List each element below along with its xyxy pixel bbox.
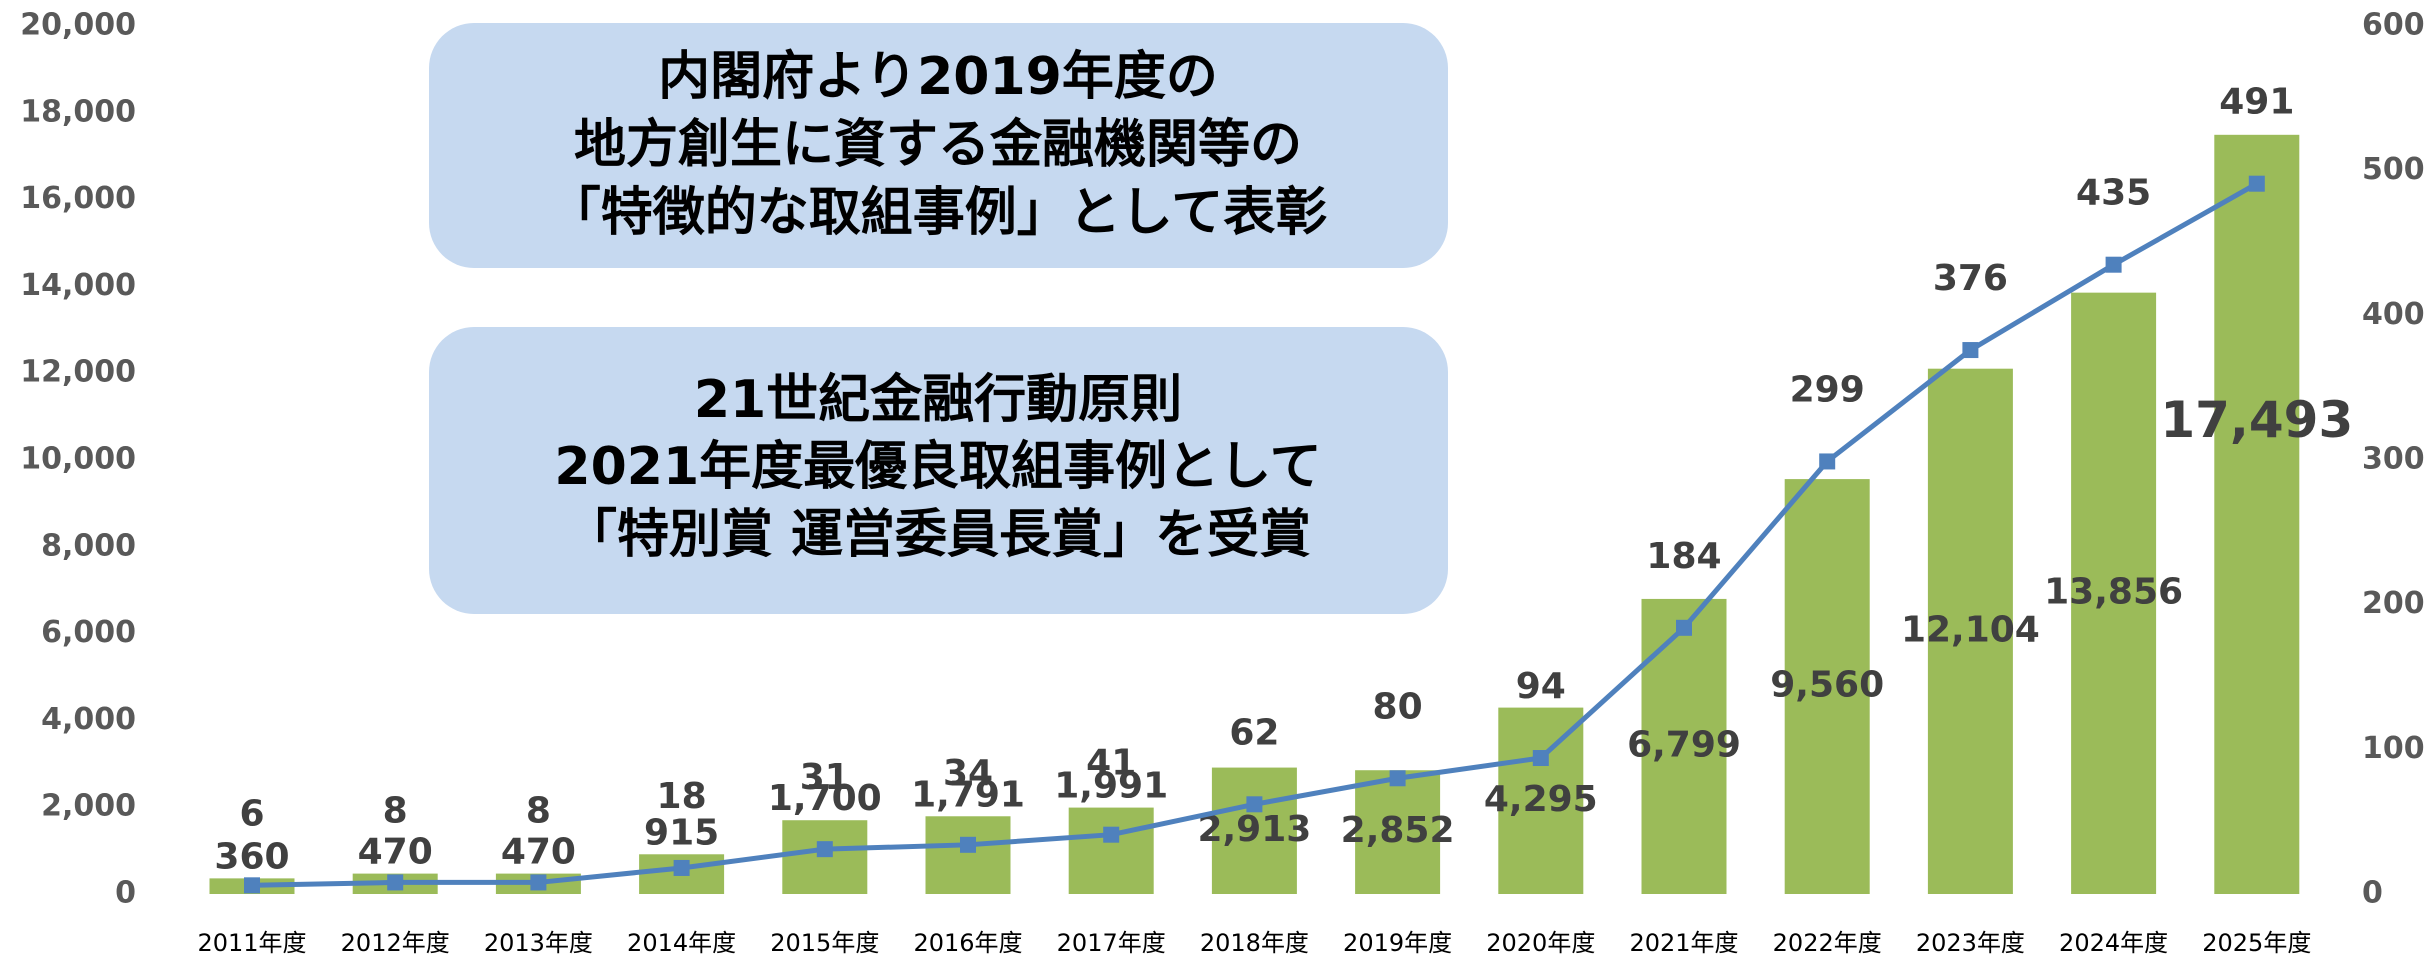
- callout-text: 2021年度最優良取組事例として: [554, 437, 1321, 497]
- line-marker: [1103, 826, 1120, 843]
- bar: [1641, 598, 1727, 894]
- callout-box: [429, 23, 1448, 268]
- x-tick-label: 2022年度: [1773, 929, 1882, 957]
- bar-value-label: 470: [501, 832, 576, 873]
- bar-value-label: 6,799: [1627, 724, 1741, 765]
- line-marker: [1389, 770, 1406, 787]
- y-tick-label: 18,000: [20, 94, 136, 129]
- y2-tick-label: 300: [2362, 442, 2425, 477]
- y-tick-label: 20,000: [20, 8, 136, 43]
- line-marker: [816, 841, 833, 858]
- bar-value-label: 2,852: [1341, 810, 1455, 851]
- line-marker: [2248, 175, 2265, 192]
- x-tick-label: 2011年度: [197, 929, 306, 957]
- line-value-label: 435: [2076, 173, 2151, 214]
- bar-value-label: 1,991: [1054, 766, 1168, 807]
- callout-text: 21世紀金融行動原則: [694, 370, 1182, 430]
- x-tick-label: 2025年度: [2202, 929, 2311, 957]
- x-tick-label: 2012年度: [341, 929, 450, 957]
- y-tick-label: 8,000: [41, 528, 136, 563]
- x-tick-label: 2023年度: [1916, 929, 2025, 957]
- bar-value-label: 360: [214, 836, 289, 877]
- y-tick-label: 12,000: [20, 355, 136, 390]
- line-value-label: 299: [1790, 369, 1865, 410]
- line-value-label: 6: [239, 793, 264, 834]
- line-value-label: 34: [943, 753, 993, 794]
- line-value-label: 8: [526, 790, 551, 831]
- line-marker: [1246, 796, 1263, 813]
- y-tick-label: 2,000: [41, 789, 136, 824]
- bar-value-label: 1,700: [768, 778, 882, 819]
- bar-value-label: 9,560: [1770, 665, 1884, 706]
- bar: [1927, 368, 2013, 894]
- x-tick-label: 2014年度: [627, 929, 736, 957]
- bar: [1498, 707, 1584, 894]
- line-marker: [530, 874, 547, 891]
- line-value-label: 31: [800, 757, 850, 798]
- y2-tick-label: 400: [2362, 297, 2425, 332]
- y2-tick-label: 500: [2362, 152, 2425, 187]
- y2-tick-label: 100: [2362, 731, 2425, 766]
- x-tick-label: 2019年度: [1343, 929, 1452, 957]
- bar-value-label: 12,104: [1901, 609, 2040, 650]
- bar: [1784, 479, 1870, 894]
- line-marker: [2105, 256, 2122, 273]
- bar: [1355, 770, 1441, 894]
- bar: [1211, 767, 1297, 894]
- y-tick-label: 14,000: [20, 268, 136, 303]
- bar-value-label: 470: [358, 832, 433, 873]
- line-marker: [1676, 619, 1692, 636]
- y2-tick-label: 0: [2362, 876, 2383, 911]
- callout-box: [429, 327, 1448, 614]
- line-value-label: 184: [1646, 536, 1721, 577]
- line-marker: [244, 877, 260, 894]
- line-marker: [1532, 750, 1549, 767]
- line-marker: [960, 836, 976, 853]
- x-tick-label: 2016年度: [913, 929, 1022, 957]
- line-value-label: 41: [1086, 743, 1136, 784]
- x-tick-label: 2021年度: [1629, 929, 1738, 957]
- bar-value-label: 2,913: [1197, 809, 1311, 850]
- callout-text: 内閣府より2019年度の: [658, 47, 1218, 107]
- x-tick-label: 2020年度: [1486, 929, 1595, 957]
- y-tick-label: 4,000: [41, 702, 136, 737]
- y2-tick-label: 600: [2362, 8, 2425, 43]
- line-value-label: 376: [1933, 258, 2008, 299]
- x-tick-label: 2017年度: [1057, 929, 1166, 957]
- callout-text: 地方創生に資する金融機関等の: [574, 115, 1302, 175]
- line-marker: [1819, 453, 1836, 470]
- line-value-label: 80: [1373, 686, 1423, 727]
- bar-value-label: 1,791: [911, 774, 1025, 815]
- line-marker: [387, 874, 404, 891]
- bar-value-label: 17,493: [2160, 391, 2353, 449]
- line-marker: [1962, 342, 1979, 359]
- bar: [2071, 292, 2157, 894]
- y2-tick-label: 200: [2362, 586, 2425, 621]
- line-value-label: 18: [657, 776, 707, 817]
- line-value-label: 62: [1229, 712, 1279, 753]
- y-tick-label: 0: [115, 876, 136, 911]
- y-tick-label: 10,000: [20, 442, 136, 477]
- callout-text: 「特徴的な取組事例」として表彰: [549, 183, 1327, 243]
- bar: [1068, 807, 1154, 894]
- line-marker: [673, 859, 690, 876]
- line-value-label: 94: [1516, 666, 1566, 707]
- callout-text: 「特別賞 運営委員長賞」を受賞: [565, 505, 1311, 565]
- x-tick-label: 2015年度: [770, 929, 879, 957]
- y-tick-label: 6,000: [41, 615, 136, 650]
- bar-value-label: 13,856: [2044, 571, 2183, 612]
- x-tick-label: 2018年度: [1200, 929, 1309, 957]
- bar-value-label: 915: [644, 812, 719, 853]
- y-tick-label: 16,000: [20, 181, 136, 216]
- x-tick-label: 2013年度: [484, 929, 593, 957]
- x-tick-label: 2024年度: [2059, 929, 2168, 957]
- line-value-label: 8: [383, 790, 408, 831]
- line-value-label: 491: [2219, 82, 2294, 123]
- bar: [2214, 134, 2300, 894]
- bar: [925, 816, 1011, 894]
- bar-value-label: 4,295: [1484, 779, 1598, 820]
